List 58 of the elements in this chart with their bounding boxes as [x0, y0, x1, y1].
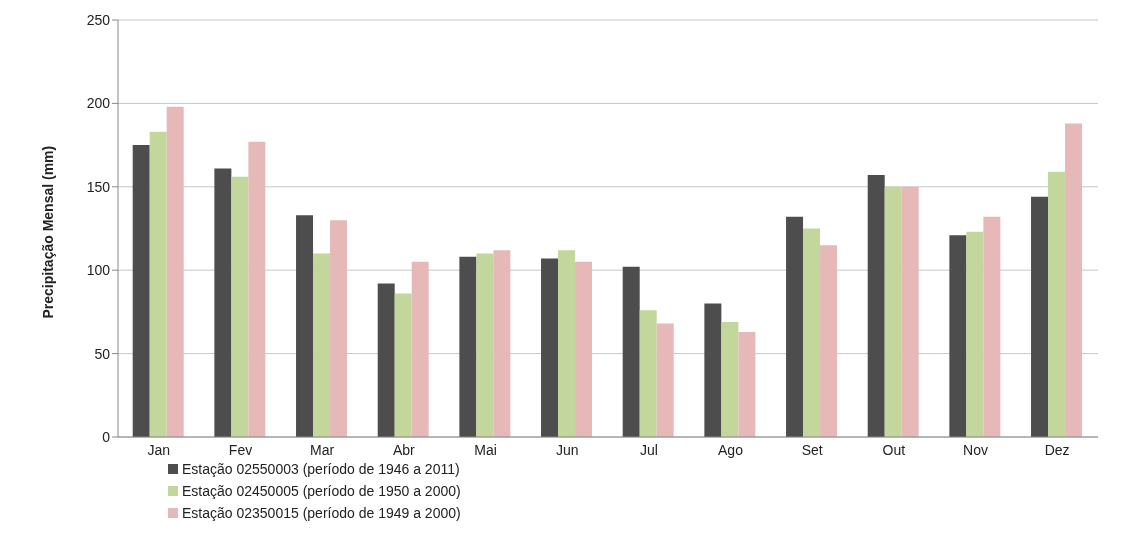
bar — [1031, 196, 1049, 437]
bar — [231, 176, 249, 437]
legend-label: Estação 02350015 (período de 1949 a 2000) — [182, 505, 461, 521]
legend-label: Estação 02550003 (período de 1946 a 2011) — [182, 461, 460, 477]
x-tick-label: Dez — [1044, 441, 1070, 458]
x-tick-label: Jun — [555, 441, 579, 458]
bar — [622, 266, 640, 437]
y-tick-label: 200 — [86, 95, 111, 112]
bar — [330, 220, 348, 437]
y-tick-label: 0 — [102, 428, 111, 445]
bar — [166, 106, 184, 437]
bar — [639, 310, 657, 437]
bar — [983, 216, 1001, 437]
bar — [558, 250, 576, 437]
bar — [493, 250, 511, 437]
x-tick-label: Mar — [310, 441, 335, 458]
bar — [575, 261, 593, 437]
bar — [949, 235, 967, 437]
bar — [411, 261, 429, 437]
x-tick-label: Jan — [147, 441, 171, 458]
legend-label: Estação 02450005 (período de 1950 a 2000) — [182, 483, 461, 499]
bar — [656, 323, 674, 437]
x-tick-label: Mai — [474, 441, 497, 458]
y-tick-label: 250 — [86, 11, 111, 28]
bar — [476, 253, 494, 437]
y-tick-label: 150 — [86, 178, 111, 195]
bar — [738, 331, 756, 437]
y-tick-label: 50 — [94, 345, 111, 362]
x-tick-label: Jul — [639, 441, 658, 458]
x-tick-label: Set — [801, 441, 823, 458]
bar — [377, 283, 395, 437]
y-tick-label: 100 — [86, 262, 111, 279]
x-tick-label: Ago — [718, 441, 744, 458]
x-tick-label: Out — [882, 441, 906, 458]
bar — [459, 256, 477, 437]
bar — [541, 258, 559, 437]
bar — [394, 293, 412, 437]
bar — [214, 168, 232, 437]
bar — [884, 186, 902, 437]
x-tick-label: Nov — [963, 441, 988, 458]
bar — [149, 131, 167, 437]
x-tick-label: Abr — [392, 441, 416, 458]
bar — [820, 245, 838, 437]
bar — [1048, 171, 1066, 437]
bar — [966, 231, 984, 437]
bar — [248, 141, 266, 437]
bar — [721, 321, 739, 437]
x-tick-label: Fev — [228, 441, 253, 458]
bar — [803, 228, 821, 437]
y-axis-title: Precipitação Mensal (mm) — [39, 145, 56, 319]
bar — [313, 253, 331, 437]
bar — [901, 186, 919, 437]
bar — [704, 303, 722, 437]
bar — [132, 145, 150, 437]
bar — [786, 216, 804, 437]
bar — [1065, 123, 1083, 437]
bar — [867, 175, 885, 437]
bar — [296, 215, 314, 437]
